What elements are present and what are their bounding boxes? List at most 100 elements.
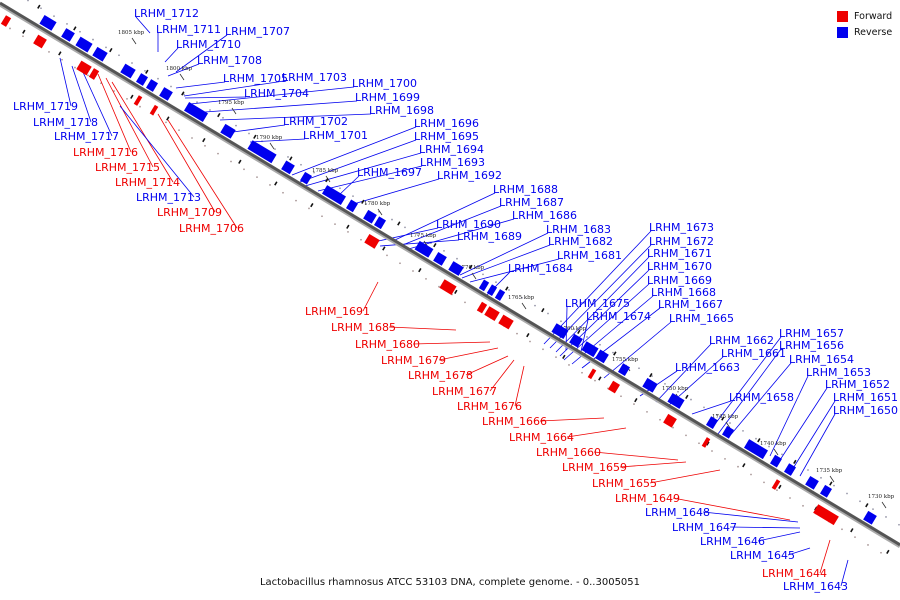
genome-backbone	[0, 1, 900, 549]
reverse-gene-box	[183, 102, 209, 122]
gene-label: LRHM_1658	[729, 391, 794, 404]
gene-label: LRHM_1713	[136, 191, 201, 204]
forward-track-dot	[763, 481, 765, 484]
reverse-track-dot	[508, 289, 510, 291]
kbp-label: 1770 kbp	[458, 265, 485, 271]
forward-track-dot	[880, 551, 882, 554]
reverse-gene-box	[363, 209, 377, 224]
forward-track-dot	[308, 207, 310, 210]
leader-line	[819, 539, 831, 574]
reverse-gene-box	[769, 454, 783, 468]
reverse-track-dot	[105, 46, 107, 49]
reverse-track-dot	[677, 390, 679, 393]
strand-tick-mark	[202, 137, 206, 143]
gene-label: LRHM_1699	[355, 91, 420, 104]
forward-track-dot	[191, 137, 193, 139]
forward-track-dot	[48, 51, 50, 53]
gene-label: LRHM_1698	[369, 104, 434, 117]
gene-features	[0, 15, 877, 526]
reverse-gene-box	[569, 333, 583, 348]
reverse-track-dot	[196, 101, 198, 104]
reverse-gene-box	[220, 123, 236, 139]
reverse-track-dot	[859, 500, 861, 503]
forward-track-dot	[620, 395, 622, 398]
leader-line	[672, 497, 791, 521]
reverse-gene-box	[486, 284, 498, 297]
legend-label-forward: Forward	[854, 10, 893, 22]
strand-tick-mark	[613, 351, 617, 356]
forward-track-dot	[685, 434, 687, 437]
leader-line	[412, 341, 491, 345]
gene-label: LRHM_1688	[493, 183, 558, 196]
strand-tick-mark	[721, 416, 725, 421]
reverse-track-dot	[144, 69, 146, 72]
gene-label: LRHM_1707	[225, 25, 290, 38]
strand-tick-mark	[181, 91, 185, 96]
strand-tick-mark	[58, 51, 62, 56]
leader-line	[593, 451, 679, 461]
forward-gene-box	[476, 301, 488, 314]
reverse-track-dot	[417, 234, 419, 237]
forward-gene-box	[701, 437, 711, 448]
gene-label: LRHM_1671	[647, 247, 712, 260]
forward-track-dot	[295, 199, 297, 202]
reverse-gene-box	[120, 63, 136, 79]
reverse-track-dot	[131, 62, 133, 64]
leader-line	[563, 283, 650, 361]
leader-line	[304, 152, 422, 187]
forward-track-dot	[555, 356, 557, 359]
forward-track-dot	[633, 403, 635, 405]
reverse-gene-box	[819, 484, 833, 498]
kbp-label: 1790 kbp	[256, 135, 283, 141]
kbp-label: 1760 kbp	[560, 326, 587, 332]
kbp-tick	[773, 448, 779, 456]
forward-track-dot	[139, 105, 141, 108]
strand-tick-mark	[145, 69, 149, 74]
forward-track-dot	[646, 411, 648, 413]
leader-line	[655, 343, 712, 403]
reverse-gene-box	[448, 261, 464, 276]
leader-line	[119, 105, 195, 198]
strand-tick-mark	[649, 373, 653, 378]
forward-track-dot	[178, 129, 180, 132]
gene-label: LRHM_1685	[331, 321, 396, 334]
forward-gene-box	[439, 279, 457, 296]
gene-label: LRHM_1677	[432, 385, 497, 398]
gene-label: LRHM_1717	[54, 130, 119, 143]
leader-line	[135, 16, 151, 34]
gene-label: LRHM_1670	[647, 260, 712, 273]
leader-line	[184, 96, 247, 99]
forward-gene-box	[88, 68, 100, 80]
reverse-track-dot	[755, 437, 757, 440]
reverse-track-dot	[339, 187, 341, 190]
kbp-label: 1755 kbp	[612, 357, 639, 363]
leader-line	[373, 227, 439, 243]
reverse-gene-box	[478, 279, 490, 292]
forward-gene-box	[498, 314, 514, 330]
reverse-track-dot	[495, 281, 497, 284]
reverse-track-dot	[118, 54, 120, 57]
leader-line	[388, 326, 457, 331]
leader-line	[769, 375, 809, 457]
kbp-tick-marks: 1805 kbp 1800 kbp 1795 kbp 1790 kbp 1785 kbp…	[22, 4, 895, 555]
leader-line	[164, 47, 179, 63]
gene-label: LRHM_1716	[73, 146, 138, 159]
reverse-track-dot	[742, 429, 744, 432]
forward-swatch	[837, 10, 848, 22]
leader-line	[105, 77, 154, 168]
genome-caption: Lactobacillus rhamnosus ATCC 53103 DNA, …	[259, 577, 641, 588]
leader-line	[579, 319, 589, 357]
reverse-track-dot	[235, 124, 237, 127]
leader-line	[555, 256, 650, 353]
gene-label: LRHM_1643	[783, 580, 848, 593]
reverse-track-dot	[690, 398, 692, 401]
gene-label: LRHM_1708	[197, 54, 262, 67]
leader-line	[489, 359, 515, 392]
reverse-track-dot	[586, 336, 588, 338]
reverse-track-dot	[599, 343, 601, 346]
forward-track-dot	[243, 168, 245, 171]
leader-line	[59, 57, 72, 107]
forward-track-dot	[334, 223, 336, 225]
